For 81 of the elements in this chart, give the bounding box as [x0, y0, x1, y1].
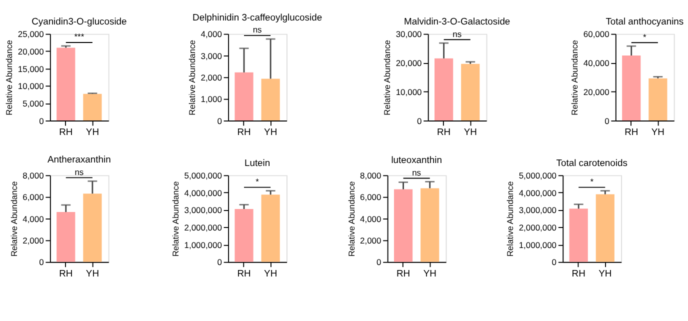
y-tick-label: 10,000: [18, 81, 44, 92]
y-tick-label: 0: [604, 116, 610, 126]
y-axis-title: Relative Abundance: [170, 181, 181, 257]
y-tick-label: 1,000: [200, 94, 222, 104]
x-tick-label: RH: [59, 126, 73, 138]
y-axis-title: Relative Abundance: [346, 181, 356, 257]
y-tick-label: 4,000,000: [184, 188, 222, 198]
annotation: ***: [74, 32, 85, 42]
y-tick-label: 6,000: [22, 192, 44, 202]
y-tick-label: 5,000: [22, 98, 44, 108]
x-tick-label: YH: [86, 268, 100, 279]
y-tick-label: 4,000: [360, 214, 382, 224]
x-tick-label: YH: [651, 126, 665, 138]
chart-title: Malvidin-3-O-Galactoside: [404, 15, 510, 26]
y-tick-label: 3,000,000: [184, 205, 222, 216]
y-tick-label: 8,000: [360, 170, 382, 180]
chart-title: Delphinidin 3-caffeoylglucoside: [192, 11, 322, 22]
annotation: *: [256, 176, 260, 186]
y-tick-label: 2,000: [360, 236, 382, 246]
y-tick-label: 4,000,000: [518, 188, 557, 198]
y-tick-label: 1,000,000: [184, 240, 222, 250]
y-tick-label: 10,000: [396, 86, 422, 97]
x-tick-label: RH: [396, 268, 410, 279]
y-tick-label: 15,000: [18, 64, 44, 74]
annotation: *: [643, 32, 647, 42]
chart-title: luteoxanthin: [391, 154, 442, 166]
annotation: ns: [412, 167, 422, 178]
y-axis-title: Relative Abundance: [4, 40, 14, 116]
y-tick-label: 2,000,000: [518, 222, 557, 233]
x-tick-label: RH: [572, 268, 586, 279]
y-tick-label: 3,000: [200, 50, 222, 61]
y-axis-title: Relative Abundance: [8, 181, 19, 257]
y-tick-label: 2,000,000: [184, 222, 222, 233]
chart-title: Total anthocyanins: [606, 15, 684, 26]
annotation: ns: [252, 24, 262, 35]
y-tick-label: 0: [39, 257, 44, 268]
y-tick-label: 25,000: [18, 29, 44, 40]
x-tick-label: YH: [423, 268, 437, 279]
annotation: ns: [74, 166, 84, 177]
y-axis-title: Relative Abundance: [187, 40, 198, 116]
x-tick-label: YH: [598, 268, 612, 279]
y-tick-label: 0: [376, 257, 382, 268]
x-tick-label: YH: [264, 268, 278, 279]
x-tick-label: RH: [624, 126, 638, 138]
y-tick-label: 0: [39, 116, 44, 126]
y-tick-label: 2,000: [200, 72, 222, 82]
x-tick-label: RH: [437, 126, 451, 138]
y-tick-label: 0: [417, 116, 422, 126]
annotation: *: [590, 176, 594, 186]
chart-title: Cyanidin3-O-glucoside: [32, 15, 127, 26]
y-tick-label: 6,000: [360, 192, 382, 202]
y-axis-title: Relative Abundance: [505, 181, 516, 257]
y-tick-label: 2,000: [22, 236, 44, 246]
x-tick-label: RH: [237, 126, 252, 138]
y-tick-label: 0: [552, 257, 557, 268]
y-tick-label: 20,000: [583, 86, 610, 97]
y-tick-label: 0: [217, 116, 222, 126]
y-axis-title: Relative Abundance: [570, 40, 580, 116]
y-tick-label: 8,000: [22, 170, 44, 180]
y-tick-label: 60,000: [583, 29, 610, 40]
chart-title: Antheraxanthin: [48, 154, 111, 165]
y-axis-title: Relative Abundance: [382, 40, 392, 116]
y-tick-label: 4,000: [22, 214, 44, 224]
chart-title: Total carotenoids: [556, 156, 628, 168]
y-tick-label: 3,000,000: [518, 205, 557, 216]
x-tick-label: YH: [464, 126, 478, 138]
y-tick-label: 5,000,000: [518, 170, 557, 180]
y-tick-label: 20,000: [18, 46, 44, 56]
y-tick-label: 30,000: [396, 29, 422, 40]
x-tick-label: RH: [237, 268, 252, 279]
x-tick-label: YH: [264, 126, 278, 138]
y-tick-label: 0: [217, 257, 222, 268]
y-tick-label: 5,000,000: [184, 170, 222, 180]
x-tick-label: YH: [86, 126, 100, 138]
y-tick-label: 4,000: [200, 29, 222, 40]
chart-title: Lutein: [244, 156, 270, 168]
y-tick-label: 1,000,000: [518, 240, 557, 250]
x-tick-label: RH: [59, 268, 73, 279]
y-tick-label: 20,000: [396, 58, 422, 68]
y-tick-label: 40,000: [583, 58, 610, 68]
annotation: ns: [452, 28, 462, 39]
